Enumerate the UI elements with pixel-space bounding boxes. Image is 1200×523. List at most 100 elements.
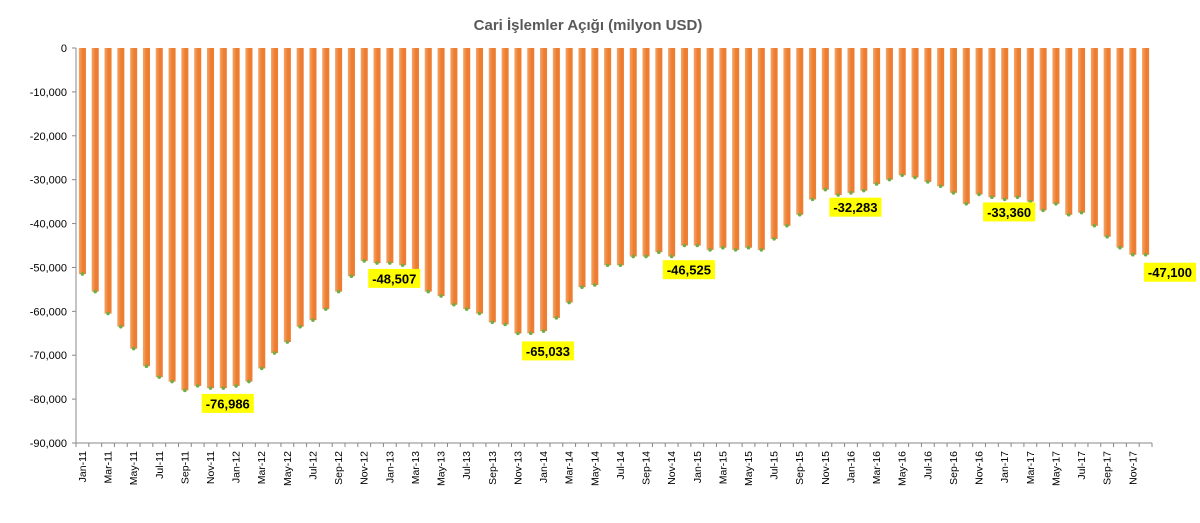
bar-Aug-13: [475, 48, 484, 314]
data-label-text: -47,100: [1148, 265, 1192, 280]
x-tick-label: Jul-11: [154, 451, 166, 479]
bar-marker-Nov-13: [516, 331, 520, 336]
bar-marker-Aug-14: [631, 254, 636, 259]
x-tick-label: Nov-14: [666, 451, 678, 485]
bar-Apr-17: [1039, 48, 1047, 211]
bar-marker-Jun-13: [452, 302, 456, 307]
data-label-text: -46,525: [667, 263, 711, 278]
data-label-box: [983, 202, 1036, 222]
bar-Oct-14: [655, 48, 663, 253]
data-label: -46,525: [662, 260, 715, 280]
bar-marker-Apr-14: [580, 285, 584, 289]
bar-marker-Jan-11: [80, 272, 85, 276]
bar-Oct-16: [962, 48, 970, 204]
bar-marker-Nov-16: [977, 192, 981, 197]
bar-marker-Jun-16: [913, 175, 917, 180]
bar-marker-Aug-11: [170, 379, 174, 384]
bar-marker-Feb-17: [1015, 195, 1020, 200]
bar-marker-Jul-17: [1079, 210, 1084, 215]
bar-Jul-12: [309, 48, 317, 321]
bar-Aug-12: [322, 48, 330, 310]
x-tick-label: Mar-17: [1025, 451, 1037, 484]
x-tick-label: May-14: [589, 451, 601, 486]
data-label: -33,360: [983, 202, 1036, 222]
x-tick-label: Mar-11: [103, 451, 115, 484]
chart-title: Cari İşlemler Açığı (milyon USD): [474, 17, 703, 34]
bar-Nov-16: [975, 48, 983, 195]
x-tick-label: Jan-12: [231, 451, 243, 483]
x-tick-label: Nov-15: [820, 451, 832, 485]
bar-marker-Apr-12: [272, 351, 277, 355]
bar-May-15: [744, 48, 753, 248]
bar-marker-Mar-14: [567, 300, 571, 305]
x-tick-label: Sep-12: [333, 451, 345, 485]
bar-Jan-16: [847, 48, 855, 193]
bar-Dec-12: [373, 48, 381, 264]
x-tick-label: Mar-14: [564, 451, 576, 484]
bar-Jun-11: [142, 48, 150, 367]
x-tick-label: May-13: [436, 451, 448, 486]
bar-Oct-13: [501, 48, 509, 325]
y-tick-label: -50,000: [30, 262, 67, 274]
bar-marker-Apr-16: [887, 177, 892, 182]
bar-marker-Sep-12: [336, 289, 341, 294]
x-tick-label: Sep-17: [1102, 451, 1114, 485]
x-tick-label: May-15: [743, 451, 755, 486]
bar-Aug-11: [168, 48, 176, 382]
bar-Jul-13: [463, 48, 471, 310]
bar-marker-Sep-15: [797, 212, 802, 217]
data-label-box: [201, 393, 254, 413]
bar-Mar-11: [104, 48, 112, 314]
bar-marker-Oct-17: [1118, 245, 1122, 250]
bar-Dec-15: [834, 48, 842, 196]
y-tick-label: -60,000: [30, 306, 67, 318]
bar-marker-Jan-12: [234, 384, 238, 388]
bar-marker-Dec-16: [990, 195, 994, 200]
bar-marker-Dec-11: [221, 386, 226, 390]
bar-Sep-17: [1103, 48, 1111, 237]
data-label: -47,100: [1143, 262, 1196, 282]
bar-marker-Aug-16: [938, 184, 943, 189]
bar-Nov-13: [514, 48, 522, 334]
bar-marker-Sep-13: [490, 320, 495, 325]
bar-Sep-14: [642, 48, 650, 257]
bar-Mar-12: [258, 48, 266, 369]
bar-Sep-16: [949, 48, 957, 193]
bar-Dec-16: [988, 48, 996, 198]
bar-Aug-16: [937, 48, 945, 187]
bar-Jan-12: [232, 48, 240, 386]
bar-May-11: [130, 48, 138, 349]
bar-marker-Mar-11: [106, 311, 110, 316]
x-tick-label: Nov-11: [205, 451, 217, 484]
bar-Aug-15: [783, 48, 791, 226]
data-label-text: -65,033: [526, 344, 570, 359]
y-tick-label: -40,000: [30, 219, 67, 231]
bar-Jul-11: [155, 48, 163, 378]
bar-Jun-12: [296, 48, 304, 327]
bar-marker-May-17: [1054, 202, 1058, 206]
bar-May-14: [591, 48, 599, 285]
x-tick-label: May-12: [282, 451, 294, 486]
bar-marker-Feb-14: [554, 316, 559, 320]
bar-Mar-13: [411, 48, 419, 281]
bar-Sep-12: [335, 48, 343, 292]
x-tick-label: Nov-12: [359, 451, 371, 485]
x-tick-label: May-11: [128, 451, 140, 485]
x-tick-label: Mar-12: [256, 451, 268, 484]
bar-Oct-12: [347, 48, 355, 277]
bar-marker-Apr-17: [1041, 208, 1045, 213]
bar-Jul-15: [770, 48, 778, 239]
bar-marker-May-16: [900, 173, 905, 178]
y-tick-label: -20,000: [30, 131, 67, 143]
bar-marker-Dec-15: [836, 193, 840, 197]
x-tick-label: May-16: [897, 451, 909, 486]
y-tick-label: 0: [61, 43, 67, 55]
bar-marker-Jul-11: [157, 375, 162, 379]
bar-Mar-15: [719, 48, 727, 248]
bar-Jul-14: [616, 48, 624, 266]
data-label: -76,986: [201, 393, 254, 413]
bar-Feb-15: [706, 48, 714, 250]
x-tick-label: Nov-16: [974, 451, 986, 485]
data-label-text: -33,360: [987, 205, 1031, 220]
bar-Nov-17: [1129, 48, 1137, 255]
